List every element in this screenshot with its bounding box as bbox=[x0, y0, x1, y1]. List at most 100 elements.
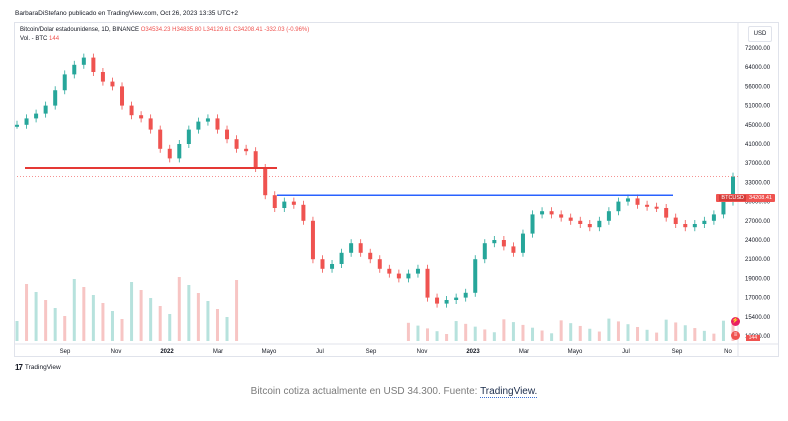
candle-body bbox=[110, 81, 115, 87]
volume-bar bbox=[559, 320, 563, 341]
price-tick-label: 30000.00 bbox=[745, 200, 771, 206]
candle-body bbox=[358, 243, 363, 253]
candle-body bbox=[463, 292, 468, 298]
tradingview-link[interactable]: TradingView. bbox=[480, 386, 538, 398]
currency-selector[interactable]: USD bbox=[748, 26, 772, 42]
candle-body bbox=[645, 204, 650, 207]
volume-bar bbox=[473, 326, 477, 341]
time-tick-label: Mar bbox=[519, 349, 529, 355]
price-tick-label: 17000.00 bbox=[745, 296, 771, 302]
candle-body bbox=[129, 105, 134, 116]
candle-body bbox=[549, 211, 554, 215]
volume-tag: 144 bbox=[745, 335, 760, 341]
candle-body bbox=[587, 224, 592, 228]
volume-bar bbox=[206, 301, 210, 341]
price-chart[interactable]: 72000.00 64000.00 56000.00 51000.00 45000.00… bbox=[15, 23, 778, 356]
volume-bar bbox=[588, 328, 592, 341]
flag-country-icon[interactable]: ≡ bbox=[731, 331, 740, 340]
candle-body bbox=[454, 297, 459, 300]
candle-body bbox=[301, 204, 306, 221]
candle-body bbox=[711, 214, 716, 221]
candle-body bbox=[731, 176, 735, 202]
candle-body bbox=[520, 233, 525, 253]
caption-text: Bitcoin cotiza actualmente en USD 34.300… bbox=[250, 386, 481, 397]
flag-icon[interactable]: ⚡ bbox=[731, 317, 740, 326]
candle-body bbox=[444, 300, 449, 304]
image-caption: Bitcoin cotiza actualmente en USD 34.300… bbox=[0, 386, 788, 398]
candle-body bbox=[272, 195, 277, 208]
volume-bar bbox=[702, 330, 706, 341]
time-tick-label: Nov bbox=[111, 349, 122, 355]
candle-body bbox=[310, 220, 315, 260]
volume-bar bbox=[607, 318, 611, 341]
price-tick-label: 27000.00 bbox=[745, 219, 771, 225]
candle-body bbox=[177, 144, 182, 159]
price-tick-label: 51000.00 bbox=[745, 104, 771, 110]
chart-panel[interactable]: 72000.00 64000.00 56000.00 51000.00 45000.00… bbox=[14, 22, 779, 357]
volume-legend: Vol. - BTC 144 bbox=[20, 36, 59, 42]
time-tick-label: No bbox=[724, 349, 732, 355]
volume-bar bbox=[82, 287, 86, 341]
volume-bar bbox=[101, 303, 105, 341]
candle-body bbox=[320, 259, 325, 269]
candle-body bbox=[100, 72, 105, 82]
volume-bar bbox=[139, 290, 143, 341]
price-tick-label: 21000.00 bbox=[745, 257, 771, 263]
time-tick-label: Mayo bbox=[568, 349, 583, 355]
ohlc-legend: Bitcoin/Dolar estadounidense, 1D, BINANC… bbox=[20, 27, 309, 33]
candle-body bbox=[330, 264, 335, 269]
volume-bar bbox=[225, 317, 229, 341]
volume-bar bbox=[34, 292, 38, 341]
volume-bar bbox=[511, 322, 515, 341]
time-tick-label: Sep bbox=[60, 349, 71, 355]
price-tick-label: 41000.00 bbox=[745, 142, 771, 148]
candle-body bbox=[244, 148, 249, 152]
time-tick-label: Mayo bbox=[262, 349, 277, 355]
candle-body bbox=[72, 64, 77, 75]
candle-body bbox=[406, 273, 411, 279]
volume-value: 144 bbox=[49, 36, 60, 42]
volume-bar bbox=[655, 332, 659, 341]
volume-bar bbox=[196, 293, 200, 341]
volume-bar bbox=[416, 325, 420, 341]
price-tick-label: 72000.00 bbox=[745, 46, 771, 52]
candle-body bbox=[291, 201, 296, 205]
candle-body bbox=[702, 220, 707, 224]
candle-body bbox=[263, 168, 268, 196]
candle-body bbox=[578, 220, 583, 224]
last-price-tag: BTCUSD 34208.41 bbox=[716, 194, 775, 202]
time-tick-label: Nov bbox=[417, 349, 428, 355]
candle-body bbox=[43, 105, 48, 114]
price-tick-label: 19000.00 bbox=[745, 276, 771, 282]
volume-bar bbox=[435, 331, 439, 341]
volume-bar bbox=[540, 330, 544, 341]
candle-body bbox=[377, 259, 382, 269]
time-tick-label: Sep bbox=[366, 349, 377, 355]
close-value: C34208.41 bbox=[233, 27, 263, 33]
change-value: -332.03 (-0.96%) bbox=[264, 27, 310, 33]
volume-bar bbox=[149, 298, 153, 341]
candle-body bbox=[234, 139, 239, 149]
volume-bar bbox=[578, 325, 582, 341]
volume-bar bbox=[110, 311, 114, 341]
candle-body bbox=[148, 118, 153, 130]
candle-body bbox=[559, 214, 564, 218]
price-tick-label: 33000.00 bbox=[745, 180, 771, 186]
time-tick-label: 2022 bbox=[160, 349, 174, 355]
candle-body bbox=[34, 113, 39, 119]
tradingview-mark-icon: 17 bbox=[15, 363, 23, 372]
volume-bar bbox=[454, 321, 458, 341]
volume-bar bbox=[445, 334, 449, 341]
candle-body bbox=[253, 151, 258, 168]
price-tick-label: 24000.00 bbox=[745, 238, 771, 244]
candle-body bbox=[473, 259, 478, 293]
candle-body bbox=[568, 217, 573, 221]
tradingview-logo[interactable]: 17 TradingView bbox=[15, 363, 61, 372]
candle-body bbox=[540, 211, 545, 215]
candle-body bbox=[396, 273, 401, 279]
volume-bar bbox=[626, 324, 630, 341]
candle-body bbox=[635, 198, 640, 205]
candle-body bbox=[387, 268, 392, 274]
candle-body bbox=[225, 129, 230, 140]
high-value: H34835.80 bbox=[172, 27, 202, 33]
